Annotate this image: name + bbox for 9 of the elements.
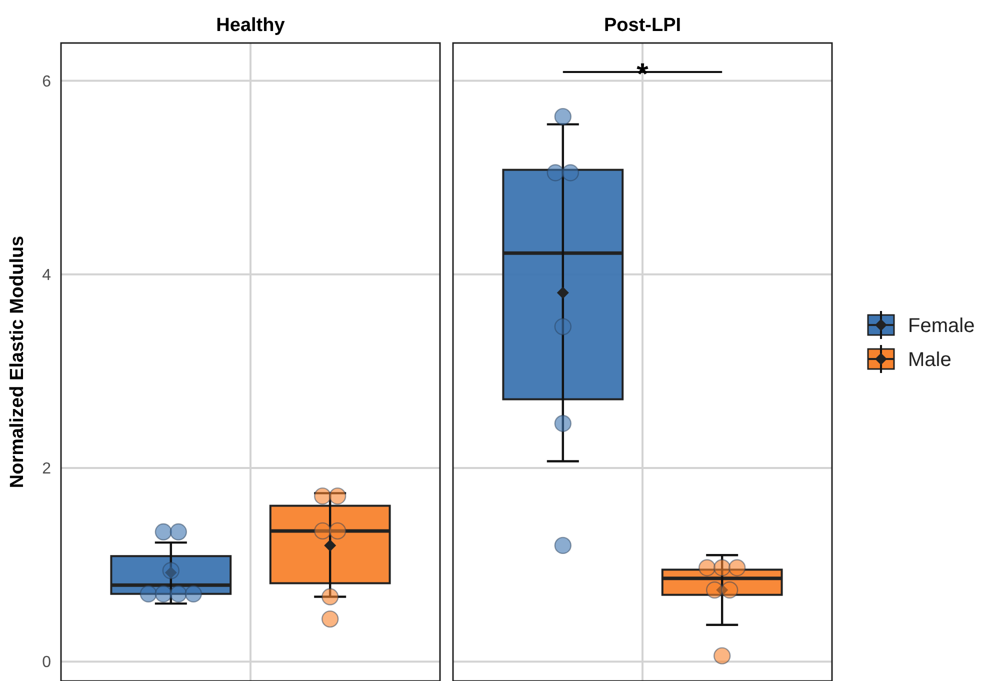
y-tick-label: 0	[42, 654, 52, 672]
y-tick-label: 6	[42, 73, 52, 90]
y-tick-label: 2	[42, 460, 52, 478]
x-tick-label: Post-LPI	[604, 15, 682, 36]
legend-label: Male	[908, 349, 952, 371]
legend-label: Female	[908, 315, 975, 337]
x-tick-label: Healthy	[216, 15, 286, 36]
y-axis-title: Normalized Elastic Modulus	[7, 236, 28, 488]
y-tick-label: 4	[42, 266, 52, 284]
